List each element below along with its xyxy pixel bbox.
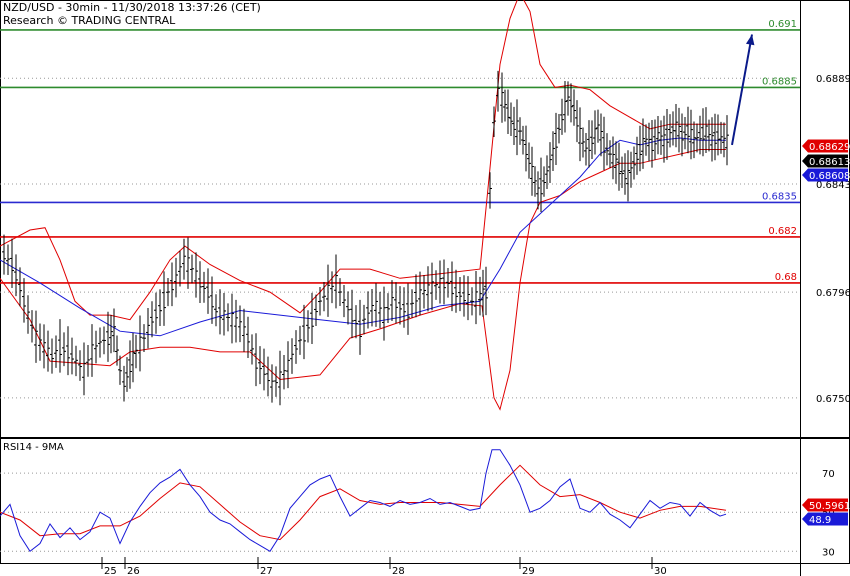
price-tag-label: 0.68613 xyxy=(809,157,850,168)
rsi-tag xyxy=(802,498,848,512)
level-label: 0.6835 xyxy=(762,191,797,202)
x-tick-label: 26 xyxy=(127,566,140,576)
x-tick-label: 27 xyxy=(260,566,273,576)
x-tick-label: 25 xyxy=(104,566,117,576)
chart-credit: Research © TRADING CENTRAL xyxy=(3,14,176,27)
x-tick-label: 28 xyxy=(392,566,405,576)
rsi-tag-label: 50.5961 xyxy=(809,501,850,512)
x-tick-label: 29 xyxy=(522,566,535,576)
price-tick-label: 0.6796 xyxy=(816,288,850,299)
rsi-ma-line xyxy=(0,464,727,541)
rsi-tag-label: 48.9 xyxy=(809,515,831,526)
x-tick-label: 30 xyxy=(654,566,667,576)
bollinger-upper-band xyxy=(0,0,726,321)
rsi-tag xyxy=(802,512,848,526)
rsi-tick-label: 70 xyxy=(822,469,835,480)
price-tag-label: 0.68629 xyxy=(809,142,850,153)
price-tag-label: 0.68608 xyxy=(809,171,850,182)
price-tick-label: 0.6889 xyxy=(816,74,850,85)
level-label: 0.682 xyxy=(768,226,797,237)
price-tag xyxy=(802,168,848,182)
level-label: 0.691 xyxy=(768,19,797,30)
rsi-line xyxy=(0,449,727,553)
level-label: 0.68 xyxy=(775,272,797,283)
chart-title: NZD/USD - 30min - 11/30/2018 13:37:26 (C… xyxy=(3,1,261,14)
price-panel-frame xyxy=(0,0,850,438)
forecast-arrow xyxy=(731,34,753,146)
price-tick-label: 0.6843 xyxy=(816,180,850,191)
level-label: 0.6885 xyxy=(762,76,797,87)
rsi-title: RSI14 - 9MA xyxy=(3,442,64,453)
price-tag xyxy=(802,154,848,168)
price-tag xyxy=(802,139,848,153)
rsi-tick-label: 30 xyxy=(822,547,835,558)
forecast-arrow-head xyxy=(745,34,755,46)
price-tick-label: 0.6750 xyxy=(816,394,850,405)
bollinger-lower-band xyxy=(0,149,726,411)
